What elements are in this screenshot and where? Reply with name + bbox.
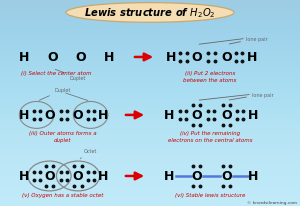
- Text: Duplet: Duplet: [39, 88, 71, 101]
- Text: (vi) Stable lewis structure: (vi) Stable lewis structure: [175, 192, 245, 197]
- Text: Octet: Octet: [80, 149, 97, 159]
- Text: (iv) Put the remaining
electrons on the central atoms: (iv) Put the remaining electrons on the …: [168, 131, 252, 142]
- Text: O: O: [76, 51, 86, 64]
- Text: © knordsilearning.com: © knordsilearning.com: [247, 200, 297, 204]
- Text: O: O: [221, 109, 232, 122]
- Ellipse shape: [66, 4, 234, 23]
- Text: H: H: [98, 170, 109, 183]
- Text: (ii) Put 2 electrons
between the atoms: (ii) Put 2 electrons between the atoms: [183, 71, 237, 82]
- Text: Lewis structure of $\mathit{H_2O_2}$: Lewis structure of $\mathit{H_2O_2}$: [84, 6, 216, 20]
- Text: Duplet: Duplet: [55, 70, 86, 81]
- Text: O: O: [73, 109, 83, 122]
- Text: O: O: [47, 51, 58, 64]
- Text: H: H: [164, 170, 175, 183]
- Text: H: H: [19, 51, 29, 64]
- Text: H: H: [248, 109, 259, 122]
- Text: (v) Oxygen has a stable octet: (v) Oxygen has a stable octet: [22, 192, 104, 197]
- Text: (i) Select the center atom: (i) Select the center atom: [21, 71, 92, 76]
- Text: O: O: [44, 170, 55, 183]
- Text: H: H: [166, 51, 176, 64]
- Text: O: O: [221, 51, 232, 64]
- Text: O: O: [191, 170, 202, 183]
- Text: O: O: [191, 51, 202, 64]
- Text: H: H: [104, 51, 115, 64]
- Text: O: O: [221, 170, 232, 183]
- Text: lone pair: lone pair: [229, 92, 274, 101]
- Text: H: H: [164, 109, 175, 122]
- Text: (iii) Outer atoms forms a
duplet: (iii) Outer atoms forms a duplet: [29, 131, 97, 142]
- Text: O: O: [44, 109, 55, 122]
- Text: H: H: [19, 109, 29, 122]
- Text: O: O: [73, 170, 83, 183]
- Text: H: H: [247, 51, 257, 64]
- Text: lone pair: lone pair: [229, 37, 268, 45]
- Text: O: O: [191, 109, 202, 122]
- Text: H: H: [98, 109, 109, 122]
- Text: H: H: [248, 170, 259, 183]
- Text: H: H: [19, 170, 29, 183]
